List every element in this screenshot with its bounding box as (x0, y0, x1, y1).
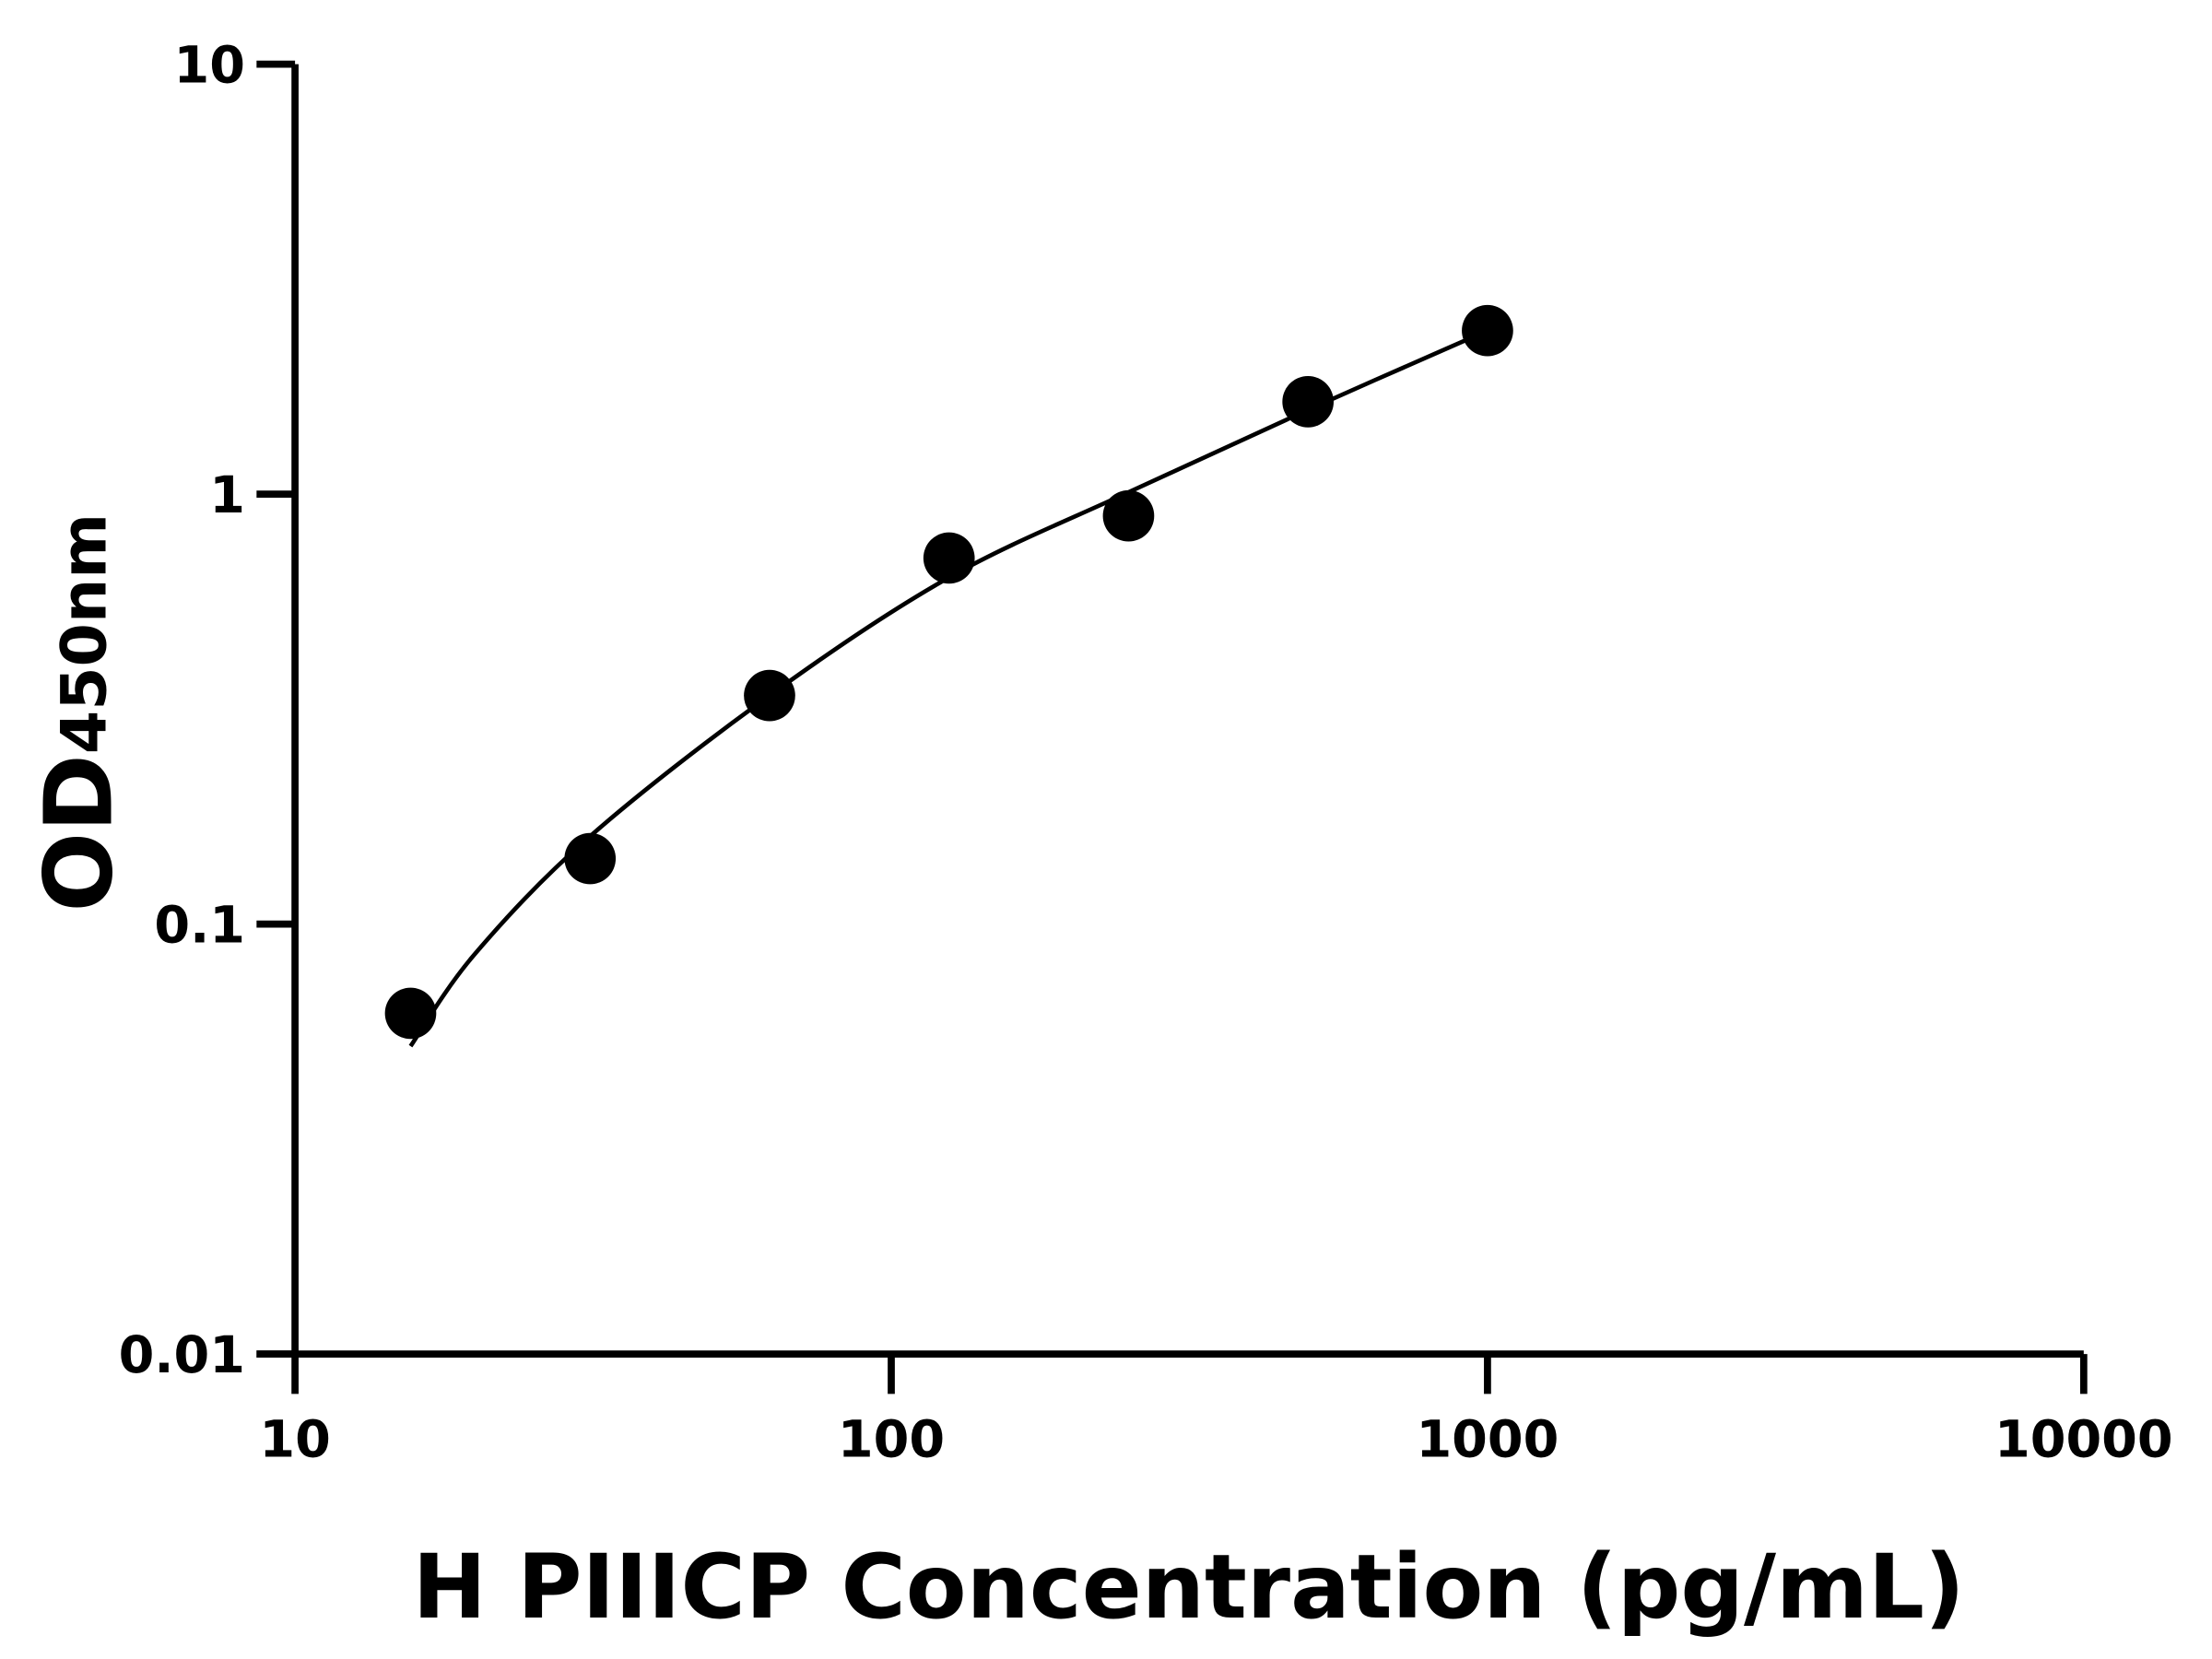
x-tick-label: 100 (838, 1409, 945, 1469)
x-tick-label: 1000 (1416, 1409, 1559, 1469)
data-point (1462, 304, 1513, 357)
data-point (1102, 489, 1155, 542)
y-tick-label: 10 (174, 36, 245, 96)
data-point (384, 987, 437, 1040)
x-tick-label: 10 (259, 1409, 330, 1469)
data-point (1282, 376, 1335, 428)
y-axis-label: OD450nm (25, 513, 135, 912)
data-point (564, 832, 617, 885)
fit-curve (408, 328, 1488, 1048)
y-tick-label: 0.1 (154, 896, 245, 956)
data-points (384, 304, 1513, 1040)
ticks: 0.01 0.1 1 10 10 100 1000 10000 (119, 36, 2173, 1470)
x-axis-label: H PIIICP Concentration (pg/mL) (413, 1535, 1965, 1639)
y-tick-label: 1 (209, 465, 245, 525)
x-tick-label: 10000 (1994, 1409, 2173, 1469)
data-point (923, 532, 975, 584)
y-axis-label-sub: 450nm (48, 513, 121, 754)
axes (256, 64, 2084, 1358)
y-tick-label: 0.01 (119, 1325, 245, 1385)
data-point (744, 669, 795, 722)
y-axis-label-main: OD (25, 754, 135, 912)
